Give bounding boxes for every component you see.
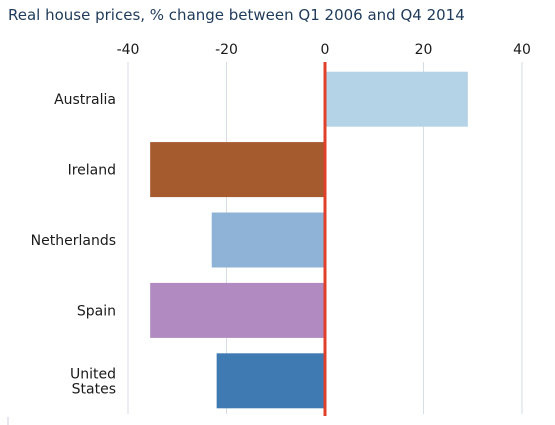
- bar-spain: [150, 282, 325, 338]
- category-labels: Australia Ireland Netherlands Spain United St…: [31, 92, 116, 397]
- x-tick-label: 0: [321, 42, 330, 58]
- x-tick-label: 40: [513, 42, 531, 58]
- category-label-line: United: [70, 366, 116, 382]
- category-label: Ireland: [68, 163, 116, 179]
- bar-united-states: [216, 353, 325, 409]
- category-label: Spain: [77, 303, 116, 319]
- x-tick-label: 20: [415, 42, 433, 58]
- bar-netherlands: [211, 212, 325, 268]
- category-label-line: Australia: [54, 92, 116, 108]
- category-label: United States: [70, 366, 116, 397]
- bars: [150, 71, 468, 409]
- category-label: Netherlands: [31, 233, 116, 249]
- x-axis-tick-labels: -40 -20 0 20 40: [117, 42, 531, 58]
- category-label: Australia: [54, 92, 116, 108]
- category-label-line: Netherlands: [31, 233, 116, 249]
- category-label-line: Ireland: [68, 163, 116, 179]
- x-tick-label: -20: [215, 42, 238, 58]
- category-label-line: Spain: [77, 303, 116, 319]
- x-tick-label: -40: [117, 42, 140, 58]
- category-label-line: States: [72, 381, 116, 397]
- bar-ireland: [150, 142, 325, 198]
- chart-title: Real house prices, % change between Q1 2…: [8, 6, 465, 24]
- bar-australia: [325, 71, 468, 127]
